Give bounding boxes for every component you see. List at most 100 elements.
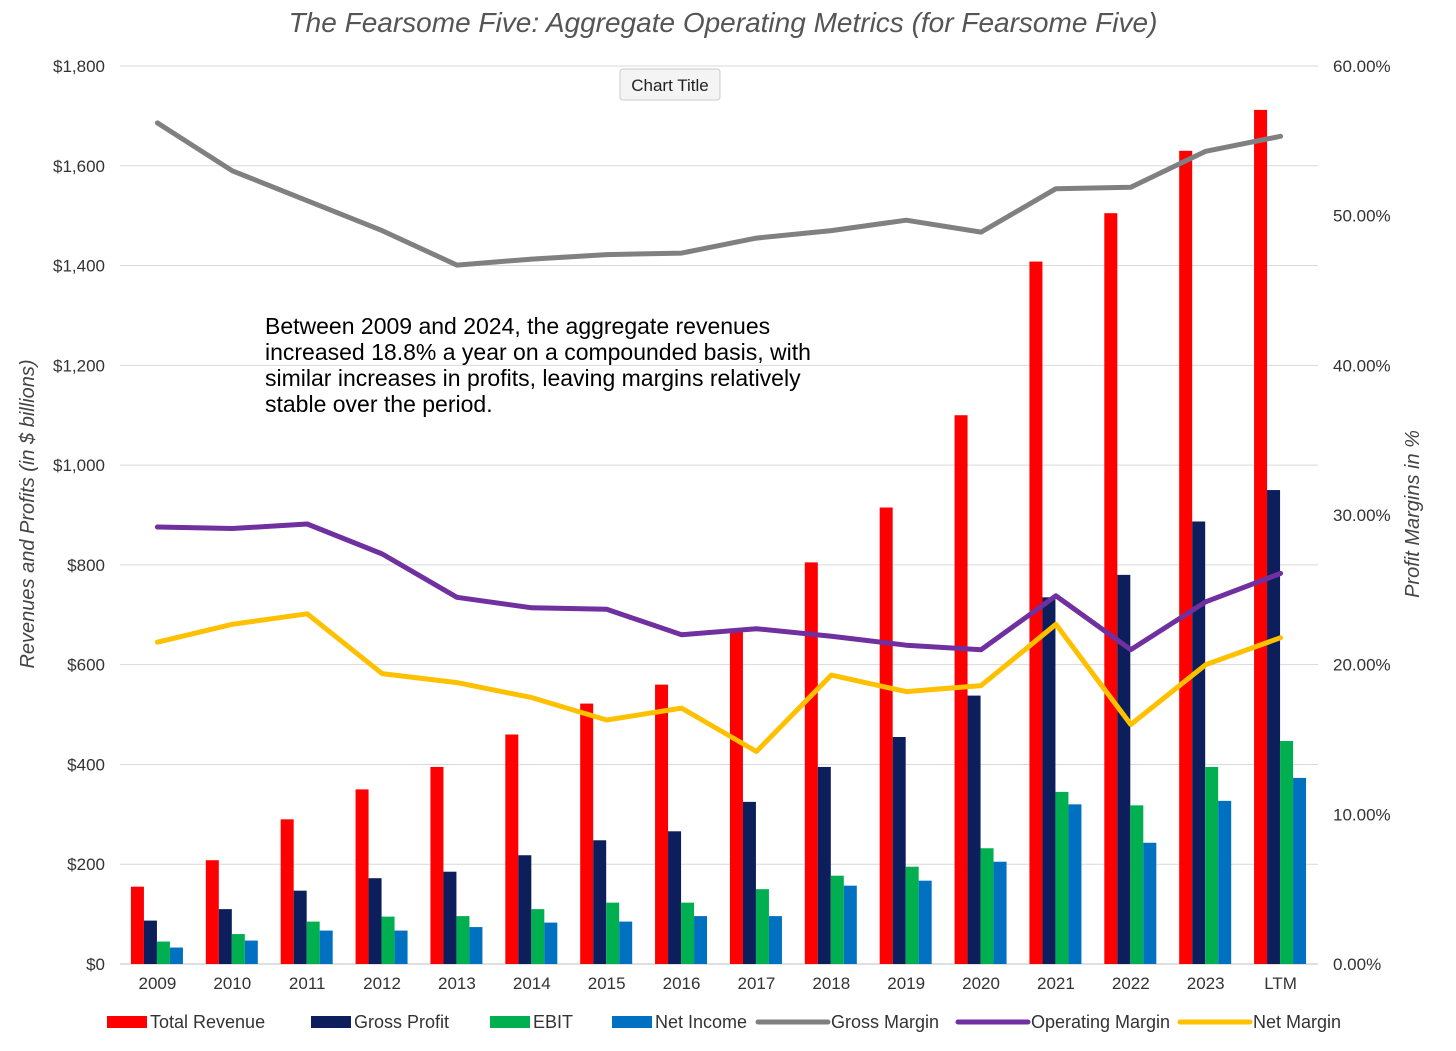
bar: [879, 507, 893, 964]
legend-label: Gross Margin: [831, 1012, 939, 1032]
bar: [505, 734, 519, 964]
x-tick-label: 2020: [962, 974, 1000, 993]
bar: [443, 871, 457, 964]
bar: [1179, 150, 1193, 965]
bar: [606, 902, 620, 964]
bar: [980, 848, 994, 964]
margin-lines: [154, 120, 1284, 754]
gridlines: [120, 65, 1318, 965]
bar: [355, 789, 369, 964]
bar: [892, 737, 906, 964]
x-tick-label: 2015: [588, 974, 626, 993]
y-axis-label: Revenues and Profits (in $ billions): [17, 359, 39, 668]
y-tick-label: $400: [67, 755, 105, 774]
bar: [655, 684, 669, 964]
bar: [729, 629, 743, 964]
y-tick-label: $1,800: [53, 57, 105, 76]
left-axis-ticks: $0 $200 $400 $600 $800 $1,000 $1,200 $1,400 $1,6…: [53, 57, 105, 974]
y-tick-label: $600: [67, 656, 105, 675]
legend-label: Net Margin: [1253, 1012, 1341, 1032]
legend: Total Revenue Gross Profit EBIT Net Income G…: [107, 1012, 1341, 1032]
chart-title: The Fearsome Five: Aggregate Operating M…: [289, 7, 1158, 38]
x-tick-label: 2009: [139, 974, 177, 993]
y2-tick-label: 0.00%: [1333, 955, 1381, 974]
annotation-line: Between 2009 and 2024, the aggregate rev…: [265, 313, 770, 339]
bar: [205, 860, 219, 964]
series-line: [154, 120, 1284, 268]
bar: [742, 801, 756, 964]
x-tick-label: 2012: [363, 974, 401, 993]
bar: [169, 947, 183, 964]
legend-label: Operating Margin: [1031, 1012, 1170, 1032]
y-tick-label: $1,600: [53, 157, 105, 176]
bar: [1192, 521, 1206, 964]
bar: [993, 861, 1007, 964]
bar: [368, 878, 382, 964]
bar: [293, 890, 307, 964]
y2-axis-label: Profit Margins in %: [1402, 430, 1424, 598]
bar: [817, 766, 831, 964]
bar: [804, 562, 818, 964]
y-tick-label: $800: [67, 556, 105, 575]
legend-swatch: [612, 1016, 652, 1028]
bar: [1218, 800, 1232, 964]
x-tick-label: 2018: [812, 974, 850, 993]
y2-tick-label: 60.00%: [1333, 57, 1391, 76]
y2-tick-label: 20.00%: [1333, 656, 1391, 675]
chart-title-box[interactable]: Chart Title: [619, 68, 721, 101]
x-tick-label: 2016: [663, 974, 701, 993]
y-tick-label: $1,400: [53, 257, 105, 276]
x-tick-label: LTM: [1264, 974, 1297, 993]
y2-tick-label: 10.00%: [1333, 805, 1391, 824]
bar: [544, 922, 558, 964]
bar: [1042, 597, 1056, 964]
bar: [1280, 740, 1294, 964]
bars: [130, 109, 1307, 965]
bar: [1130, 805, 1144, 964]
bar: [244, 940, 258, 964]
annotation: Between 2009 and 2024, the aggregate rev…: [265, 313, 811, 417]
bar: [531, 909, 545, 964]
x-tick-label: 2021: [1037, 974, 1075, 993]
x-tick-label: 2013: [438, 974, 476, 993]
x-tick-label: 2017: [738, 974, 776, 993]
series-line: [154, 611, 1284, 754]
annotation-line: similar increases in profits, leaving ma…: [265, 365, 801, 391]
bar: [830, 875, 844, 964]
bar: [1143, 842, 1157, 964]
bar: [469, 927, 483, 964]
bar: [1254, 109, 1268, 964]
bar: [1293, 777, 1307, 964]
bar: [681, 902, 695, 964]
bar: [456, 916, 470, 964]
bar: [768, 916, 782, 964]
bar: [1055, 791, 1069, 964]
legend-label: Gross Profit: [354, 1012, 449, 1032]
bar: [130, 886, 144, 964]
chart-title-box-frame: [619, 68, 721, 101]
legend-label: Total Revenue: [150, 1012, 265, 1032]
bar: [394, 930, 408, 964]
bar: [319, 930, 333, 964]
y-tick-label: $0: [86, 955, 105, 974]
bar: [280, 819, 294, 964]
x-tick-label: 2010: [213, 974, 251, 993]
bar: [668, 831, 682, 964]
x-tick-label: 2011: [289, 974, 326, 993]
bar: [231, 934, 245, 964]
bar: [918, 880, 932, 964]
legend-swatch: [311, 1016, 351, 1028]
annotation-line: increased 18.8% a year on a compounded b…: [265, 339, 811, 365]
bar: [218, 909, 232, 964]
legend-swatch: [107, 1016, 147, 1028]
bar: [430, 766, 444, 964]
y-tick-label: $1,200: [53, 356, 105, 375]
legend-swatch: [490, 1016, 530, 1028]
bar: [905, 866, 919, 964]
bar: [593, 840, 607, 964]
y-tick-label: $200: [67, 855, 105, 874]
right-axis-ticks: 0.00% 10.00% 20.00% 30.00% 40.00% 50.00% 60.00…: [1333, 57, 1391, 974]
bar: [1068, 804, 1082, 964]
annotation-line: stable over the period.: [265, 391, 493, 417]
